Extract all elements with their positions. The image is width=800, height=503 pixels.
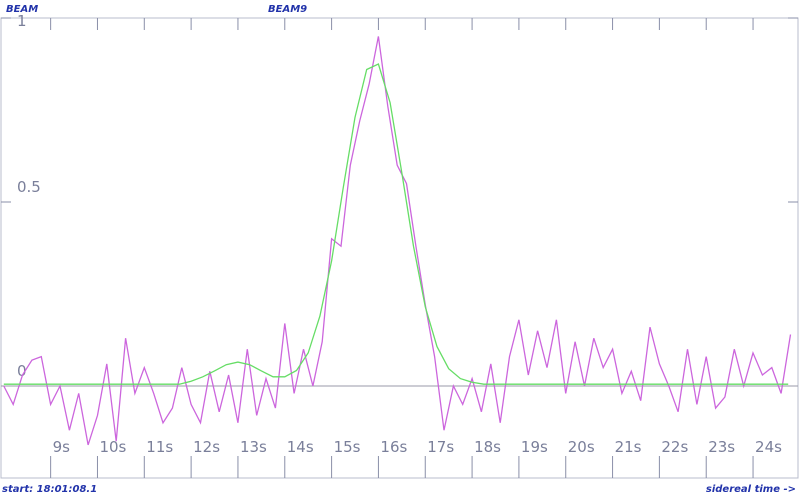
axis-note: sidereal time -> xyxy=(706,484,796,495)
x-tick-label: 20s xyxy=(568,438,595,456)
series-line xyxy=(3,36,792,446)
start-label: start: 18:01:08.1 xyxy=(2,484,97,495)
y-tick-label: 1 xyxy=(17,12,27,30)
x-tick-label: 11s xyxy=(146,438,173,456)
y-tick-label: 0 xyxy=(17,362,27,380)
chart-subtitle: BEAM9 xyxy=(268,4,307,15)
x-tick-label: 21s xyxy=(615,438,642,456)
y-tick-label: 0.5 xyxy=(17,178,41,196)
x-tick-label: 18s xyxy=(474,438,501,456)
x-tick-label: 19s xyxy=(521,438,548,456)
x-tick-label: 13s xyxy=(240,438,267,456)
x-tick-label: 14s xyxy=(287,438,314,456)
x-tick-label: 15s xyxy=(334,438,361,456)
x-tick-label: 22s xyxy=(661,438,688,456)
x-tick-label: 17s xyxy=(427,438,454,456)
plot-frame xyxy=(0,17,799,479)
x-tick-label: 10s xyxy=(99,438,126,456)
x-tick-label: 24s xyxy=(755,438,782,456)
x-tick-label: 9s xyxy=(53,438,71,456)
chart-title: BEAM xyxy=(6,4,38,15)
series-line xyxy=(3,63,789,385)
x-tick-label: 12s xyxy=(193,438,220,456)
x-tick-label: 16s xyxy=(380,438,407,456)
x-tick-label: 23s xyxy=(708,438,735,456)
